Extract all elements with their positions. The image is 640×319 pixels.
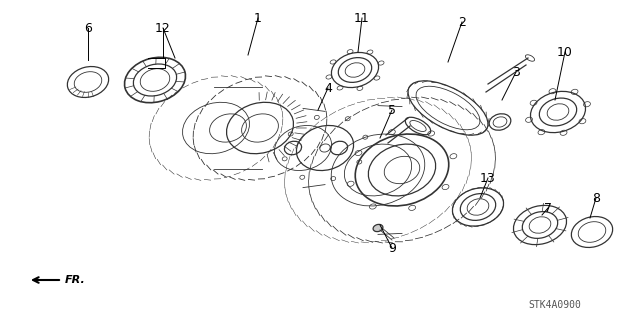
Text: 11: 11 bbox=[354, 11, 370, 25]
Text: 13: 13 bbox=[480, 172, 496, 184]
Text: 8: 8 bbox=[592, 191, 600, 204]
Text: 9: 9 bbox=[388, 241, 396, 255]
Text: 4: 4 bbox=[324, 81, 332, 94]
Text: 10: 10 bbox=[557, 46, 573, 58]
Text: 6: 6 bbox=[84, 21, 92, 34]
Text: 7: 7 bbox=[544, 202, 552, 214]
Text: 2: 2 bbox=[458, 16, 466, 28]
Ellipse shape bbox=[373, 224, 383, 232]
Text: 5: 5 bbox=[388, 103, 396, 116]
Text: FR.: FR. bbox=[65, 275, 86, 285]
Text: STK4A0900: STK4A0900 bbox=[529, 300, 581, 310]
Text: 3: 3 bbox=[512, 65, 520, 78]
Text: 12: 12 bbox=[155, 21, 171, 34]
Text: 1: 1 bbox=[254, 11, 262, 25]
